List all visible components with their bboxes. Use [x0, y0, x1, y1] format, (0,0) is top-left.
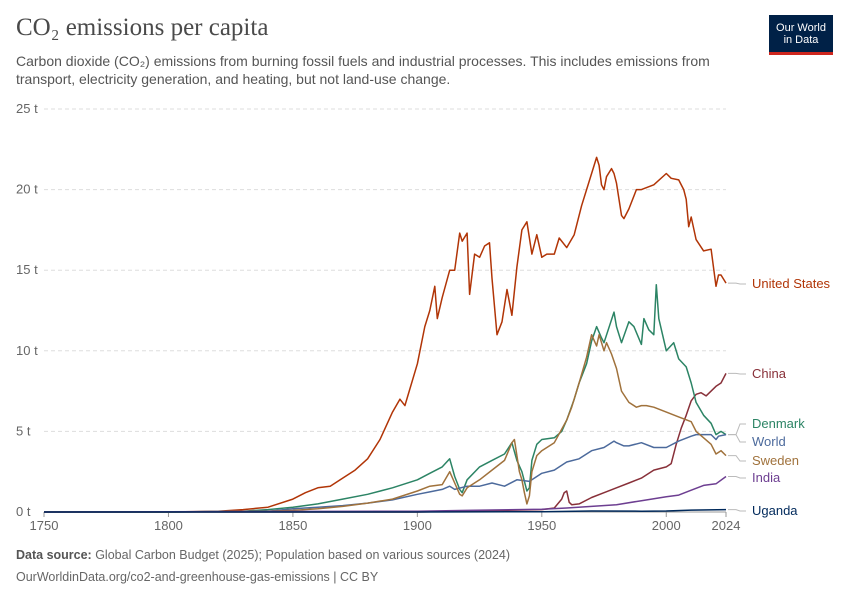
- label-connector: [728, 372, 746, 375]
- x-tick-label: 2000: [652, 518, 681, 533]
- logo-line-2: in Data: [783, 33, 819, 46]
- series-label-united-states: United States: [752, 276, 831, 291]
- label-connector: [728, 455, 746, 462]
- series-label-china: China: [752, 366, 787, 381]
- x-tick-label: 1750: [30, 518, 59, 533]
- x-tick-label: 1850: [278, 518, 307, 533]
- x-tick-label: 1800: [154, 518, 183, 533]
- y-tick-label: 15 t: [16, 262, 38, 277]
- label-connector: [728, 509, 746, 512]
- y-tick-label: 5 t: [16, 423, 31, 438]
- y-tick-label: 0 t: [16, 504, 31, 519]
- series-line-united-states: [44, 156, 727, 513]
- logo-line-1: Our World: [776, 21, 826, 34]
- series-label-uganda: Uganda: [752, 503, 798, 518]
- chart-title: CO₂ emissions per capita: [16, 14, 269, 41]
- series-line-china: [44, 373, 727, 513]
- y-tick-label: 25 t: [16, 101, 38, 116]
- chart-subtitle: Carbon dioxide (CO₂) emissions from burn…: [16, 53, 710, 87]
- label-connector: [728, 434, 746, 443]
- series-line-denmark: [44, 283, 727, 513]
- x-tick-label: 1900: [403, 518, 432, 533]
- series-line-uganda: [44, 508, 727, 513]
- series-label-sweden: Sweden: [752, 453, 799, 468]
- owid-logo[interactable]: Our World in Data: [769, 15, 833, 55]
- data-source-label: Data source:: [16, 548, 92, 562]
- series-label-world: World: [752, 434, 786, 449]
- label-connector: [728, 476, 746, 479]
- series-label-india: India: [752, 470, 781, 485]
- source-url-link[interactable]: OurWorldinData.org/co2-and-greenhouse-ga…: [16, 570, 379, 584]
- label-connector: [728, 423, 746, 436]
- y-tick-label: 20 t: [16, 182, 38, 197]
- series-line-india: [43, 475, 727, 513]
- series-line-sweden: [44, 333, 727, 513]
- x-tick-label: 1950: [527, 518, 556, 533]
- y-tick-label: 10 t: [16, 343, 38, 358]
- series-label-denmark: Denmark: [752, 416, 805, 431]
- data-source: Data source: Global Carbon Budget (2025)…: [16, 548, 510, 562]
- x-tick-label: 2024: [712, 518, 741, 533]
- label-connector: [728, 282, 746, 285]
- data-source-text: Global Carbon Budget (2025); Population …: [91, 548, 511, 562]
